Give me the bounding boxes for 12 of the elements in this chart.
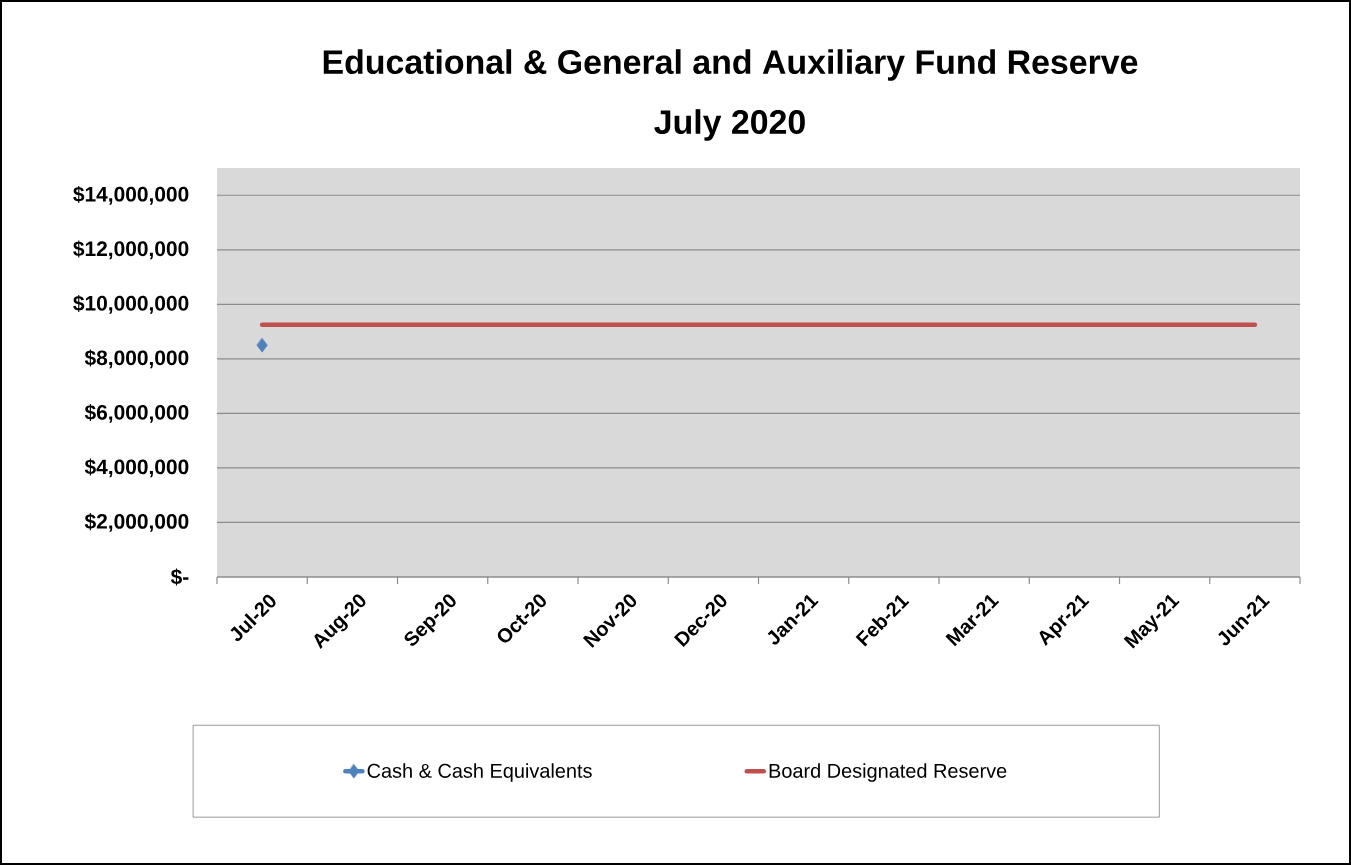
chart-subtitle: July 2020 [654, 109, 805, 141]
y-tick-label: $6,000,000 [84, 404, 189, 423]
y-tick-label: $4,000,000 [84, 458, 189, 478]
legend-label: Board Designated Reserve [769, 763, 1007, 782]
chart-title: Educational & General and Auxiliary Fund Reserve [323, 49, 1138, 81]
y-tick-label: $- [170, 568, 189, 586]
y-tick-label: $10,000,000 [73, 294, 189, 314]
y-tick-label: $8,000,000 [84, 349, 189, 369]
legend-label: Cash & Cash Equivalents [367, 763, 592, 782]
y-tick-label: $12,000,000 [73, 240, 189, 260]
y-tick-label: $2,000,000 [84, 513, 189, 532]
y-tick-label: $14,000,000 [73, 185, 189, 205]
